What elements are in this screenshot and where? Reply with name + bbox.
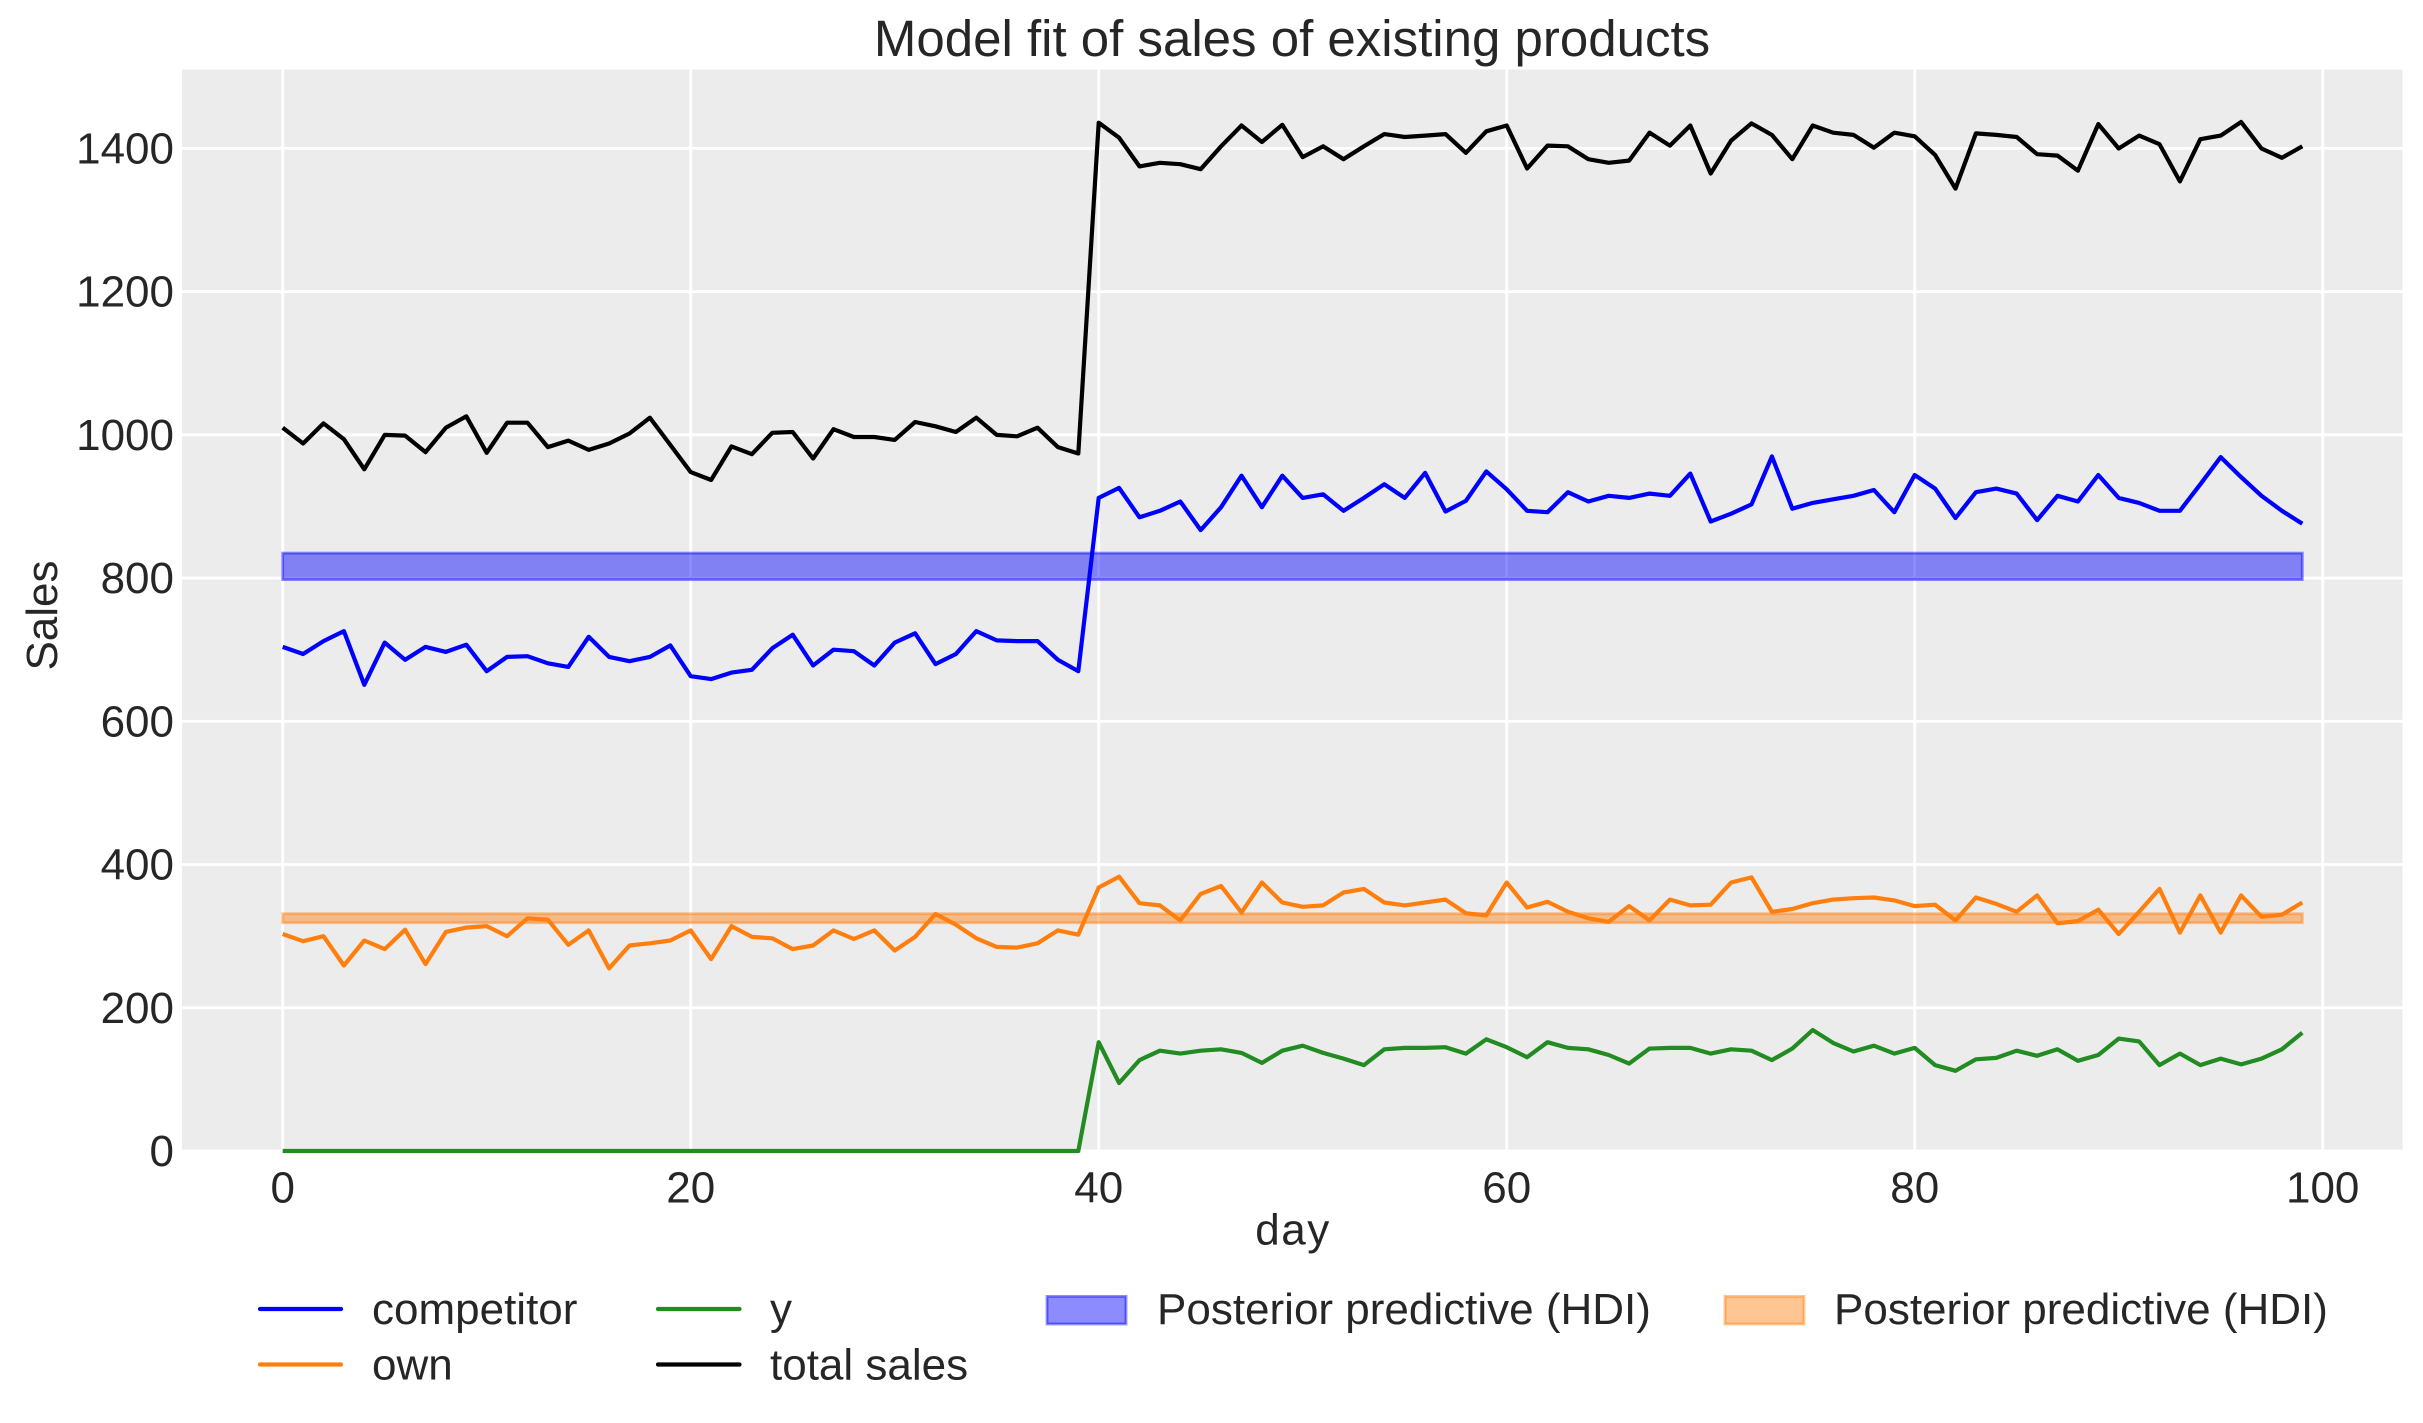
svg-text:40: 40 (1074, 1164, 1123, 1213)
svg-text:day: day (1255, 1206, 1330, 1255)
svg-text:1400: 1400 (76, 125, 174, 174)
svg-text:200: 200 (101, 984, 174, 1033)
svg-text:y: y (770, 1285, 792, 1334)
svg-text:600: 600 (101, 697, 174, 746)
svg-text:Sales: Sales (18, 560, 67, 670)
svg-text:competitor: competitor (372, 1285, 577, 1334)
svg-text:Model fit of sales of existing: Model fit of sales of existing products (874, 10, 1710, 67)
svg-text:60: 60 (1482, 1164, 1531, 1213)
svg-text:20: 20 (666, 1164, 715, 1213)
svg-text:1000: 1000 (76, 411, 174, 460)
svg-text:800: 800 (101, 554, 174, 603)
svg-text:1200: 1200 (76, 268, 174, 317)
svg-text:total sales: total sales (770, 1341, 968, 1390)
svg-text:400: 400 (101, 841, 174, 890)
svg-text:Posterior predictive (HDI): Posterior predictive (HDI) (1157, 1285, 1651, 1334)
svg-text:0: 0 (150, 1127, 174, 1176)
svg-text:0: 0 (270, 1164, 294, 1213)
svg-text:80: 80 (1890, 1164, 1939, 1213)
svg-text:own: own (372, 1341, 453, 1390)
svg-text:Posterior predictive (HDI): Posterior predictive (HDI) (1834, 1285, 2328, 1334)
svg-text:100: 100 (2286, 1164, 2359, 1213)
